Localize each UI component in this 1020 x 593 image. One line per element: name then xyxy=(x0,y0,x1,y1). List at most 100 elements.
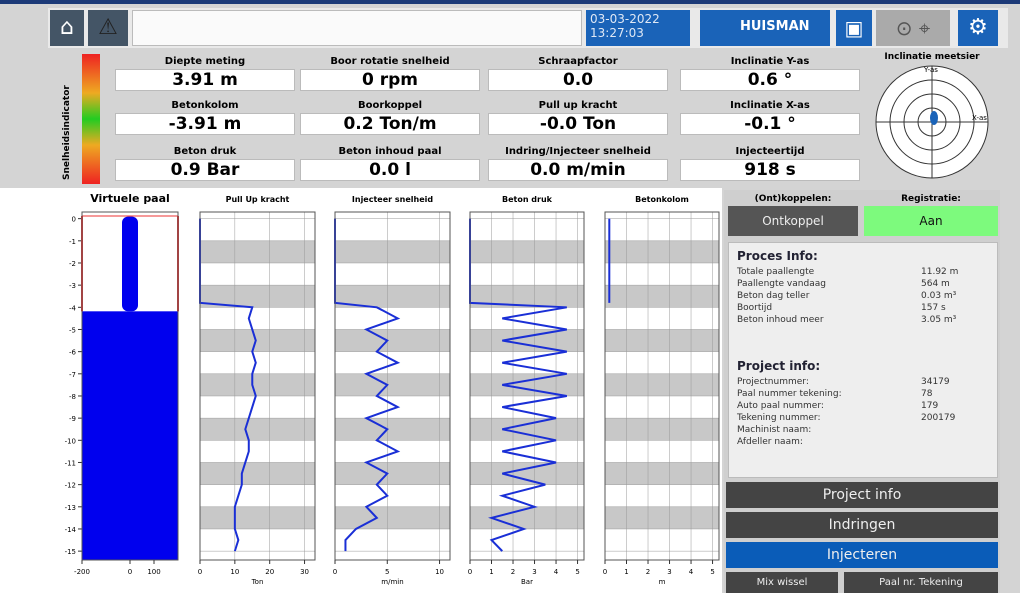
pile-shaft xyxy=(122,216,138,312)
x-tick-label: 0 xyxy=(198,568,202,576)
x-tick-label: 3 xyxy=(667,568,671,576)
x-tick-label: 3 xyxy=(532,568,536,576)
gauge-label: Betonkolom xyxy=(171,100,239,111)
x-axis-label: m/min xyxy=(381,578,403,586)
y-tick-label: -13 xyxy=(65,504,76,512)
data-line xyxy=(469,218,567,552)
chart-title: Injecteer snelheid xyxy=(352,195,433,204)
band xyxy=(470,373,584,396)
logo: HUISMAN xyxy=(700,10,830,46)
x-axis-label: Bar xyxy=(521,578,533,586)
band xyxy=(605,462,719,485)
info-value: 564 m xyxy=(921,279,950,289)
info-label: Paal nummer tekening: xyxy=(737,389,842,399)
warning-button[interactable]: ⚠ xyxy=(88,10,128,46)
gauge-value: 918 s xyxy=(680,159,860,181)
gauge-label: Indring/Injecteer snelheid xyxy=(505,146,651,157)
datetime: 03-03-2022 13:27:03 xyxy=(586,10,690,46)
info-label: Machinist naam: xyxy=(737,425,812,435)
data-line xyxy=(199,218,257,552)
y-axis-label: Y-as xyxy=(924,66,938,74)
x-tick-label: 10 xyxy=(435,568,444,576)
gauge-value: 0.6 ° xyxy=(680,69,860,91)
x-tick-label: 0 xyxy=(603,568,607,576)
gps-button[interactable]: ⊙ ⌖ xyxy=(876,10,950,46)
gauge-value: 0.0 m/min xyxy=(488,159,668,181)
plot-frame xyxy=(199,211,316,561)
info-label: Auto paal nummer: xyxy=(737,401,824,411)
x-axis-label: m xyxy=(659,578,666,586)
calendar-button[interactable]: ▣ xyxy=(836,10,872,46)
x-tick-label: 2 xyxy=(646,568,650,576)
nav-button[interactable]: Injecteren xyxy=(726,542,998,568)
gauge-value: 0 rpm xyxy=(300,69,480,91)
message-field xyxy=(132,10,582,46)
info-label: Afdeller naam: xyxy=(737,437,803,447)
home-button[interactable]: ⌂ xyxy=(50,10,84,46)
nav-button[interactable]: Project info xyxy=(726,482,998,508)
x-tick-label: 4 xyxy=(554,568,559,576)
settings-button[interactable]: ⚙ xyxy=(958,10,998,46)
y-tick-label: -2 xyxy=(69,260,76,268)
gauge-label: Boor rotatie snelheid xyxy=(330,56,450,67)
info-panel: Proces Info: Totale paallengte 11.92 m Paal… xyxy=(728,242,998,478)
band xyxy=(200,462,315,485)
plot-frame xyxy=(469,211,585,561)
small-button[interactable]: Mix wissel xyxy=(726,572,838,593)
band xyxy=(605,418,719,441)
x-tick-label: 0 xyxy=(468,568,472,576)
band xyxy=(335,285,450,308)
charts: Virtuele paal 0 -1 -2 -3 -4 -5 -6 -7 -8 -9 -10 -11 -1… xyxy=(0,188,722,593)
band xyxy=(200,418,315,441)
x-tick-label: 5 xyxy=(710,568,714,576)
gauge-value: 0.2 Ton/m xyxy=(300,113,480,135)
y-tick-label: 0 xyxy=(72,216,76,224)
band xyxy=(470,462,584,485)
x-tick-label: 5 xyxy=(575,568,579,576)
x-tick-label: 2 xyxy=(511,568,515,576)
gauge-label: Boorkoppel xyxy=(357,100,423,111)
y-tick-label: -7 xyxy=(69,371,76,379)
band xyxy=(605,285,719,308)
x-tick-label: 1 xyxy=(489,568,493,576)
y-tick-label: -4 xyxy=(69,304,77,312)
info-label: Totale paallengte xyxy=(737,267,815,277)
plot-frame xyxy=(334,211,451,561)
y-tick-label: -15 xyxy=(65,548,76,556)
band xyxy=(200,506,315,529)
gauge-label: Inclinatie X-as xyxy=(730,100,810,111)
registration-label: Registratie: xyxy=(901,194,961,204)
band xyxy=(605,329,719,352)
small-button[interactable]: Paal nr. Tekening xyxy=(844,572,998,593)
nav-button[interactable]: Indringen xyxy=(726,512,998,538)
info-label: Beton inhoud meer xyxy=(737,315,824,325)
band xyxy=(200,373,315,396)
date: 03-03-2022 xyxy=(590,12,660,26)
gauge-label: Diepte meting xyxy=(164,56,246,67)
registration-button[interactable]: Aan xyxy=(864,206,998,236)
band xyxy=(335,373,450,396)
y-tick-label: -9 xyxy=(69,415,76,423)
coupling-button[interactable]: Ontkoppel xyxy=(728,206,858,236)
band xyxy=(200,240,315,263)
y-tick-label: -6 xyxy=(69,349,77,357)
y-tick-label: -11 xyxy=(65,459,76,467)
band xyxy=(470,418,584,441)
info-value: 157 s xyxy=(921,303,946,313)
x-axis-label: Ton xyxy=(251,578,264,586)
info-value: 11.92 m xyxy=(921,267,959,277)
y-tick-label: -5 xyxy=(69,326,76,334)
x-axis-label: X-as xyxy=(972,114,987,122)
compass: Inclinatie meetsier Y-as X-as xyxy=(862,52,1002,184)
gauge-value: 3.91 m xyxy=(115,69,295,91)
x-tick-label: 10 xyxy=(230,568,239,576)
info-value: 78 xyxy=(921,389,933,399)
x-tick-label: 1 xyxy=(624,568,628,576)
band xyxy=(605,240,719,263)
gauge-label: Beton druk xyxy=(173,146,237,157)
y-tick-label: -1 xyxy=(69,238,76,246)
band xyxy=(470,240,584,263)
info-label: Tekening nummer: xyxy=(737,413,821,423)
chart-title: Beton druk xyxy=(502,195,553,204)
indicator-label: Snelheidsindicator xyxy=(62,85,72,180)
